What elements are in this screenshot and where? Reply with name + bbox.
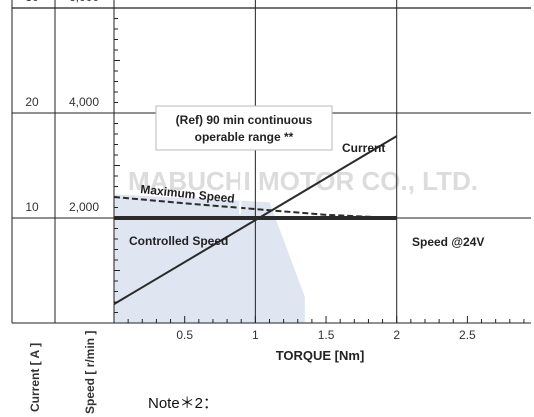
operable-range-area <box>114 194 305 323</box>
callout-line-2: operable range ** <box>195 130 294 144</box>
label-controlled-speed: Controlled Speed <box>129 234 228 248</box>
x-axis-label: TORQUE [Nm] <box>276 348 365 363</box>
series-maximum-speed <box>113 196 397 219</box>
x-tick-label: 2 <box>393 328 400 342</box>
x-tick-label: 1 <box>252 328 259 342</box>
x-tick-label: 0.5 <box>176 328 193 342</box>
note-text: Note＊2： <box>148 395 219 412</box>
series-current <box>113 135 398 305</box>
speed-tick-label: 6,000 <box>69 0 99 4</box>
label-speed-24v: Speed @24V <box>412 235 484 249</box>
callout-box <box>155 105 333 151</box>
current-axis-title: Current [ A ] <box>28 343 42 412</box>
callout-line-1: (Ref) 90 min continuous <box>176 113 313 127</box>
current-tick-label: 30 <box>25 0 39 4</box>
x-tick-label: 2.5 <box>459 328 476 342</box>
current-tick-label: 10 <box>25 200 39 214</box>
current-tick-label: 20 <box>25 95 39 109</box>
speed-axis-title: Speed [ r/min ] <box>83 331 97 414</box>
speed-tick-label: 4,000 <box>69 95 99 109</box>
x-tick-label: 1.5 <box>318 328 335 342</box>
label-current: Current <box>342 141 385 155</box>
callout-leader <box>239 149 243 215</box>
speed-tick-label: 2,000 <box>69 200 99 214</box>
